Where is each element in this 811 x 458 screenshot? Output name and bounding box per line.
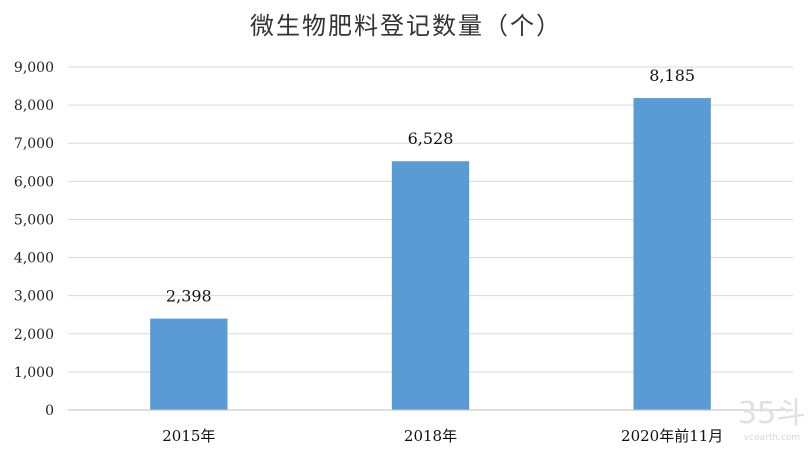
data-labels: 2,398 6,528 8,185 — [166, 66, 695, 306]
y-tick-label: 9,000 — [14, 60, 54, 76]
chart-title: 微生物肥料登记数量（个） — [250, 12, 562, 40]
y-tick-label: 6,000 — [14, 174, 54, 190]
bars — [150, 98, 711, 411]
x-tick-label: 2018年 — [404, 427, 457, 445]
y-tick-label: 7,000 — [14, 136, 54, 152]
bar — [391, 161, 470, 410]
y-tick-label: 0 — [45, 403, 54, 419]
bar — [150, 318, 228, 410]
y-tick-label: 4,000 — [14, 251, 54, 267]
y-tick-label: 1,000 — [14, 365, 54, 381]
watermark: 35斗 vcearth.com — [738, 396, 806, 443]
watermark-site: vcearth.com — [744, 433, 800, 443]
x-axis-ticks: 2015年 2018年 2020年前11月 — [162, 427, 723, 445]
watermark-logo: 35斗 — [738, 396, 806, 431]
x-tick-label: 2015年 — [162, 427, 215, 445]
y-axis-ticks: 0 1,000 2,000 3,000 4,000 5,000 6,000 7,000 8,00… — [14, 60, 54, 419]
data-label: 6,528 — [408, 129, 454, 148]
y-tick-label: 3,000 — [14, 289, 54, 305]
data-label: 2,398 — [166, 287, 212, 306]
bar — [633, 98, 711, 411]
data-label: 8,185 — [649, 66, 695, 85]
y-tick-label: 5,000 — [14, 212, 54, 228]
x-tick-label: 2020年前11月 — [621, 427, 723, 445]
y-tick-label: 2,000 — [14, 327, 54, 343]
y-tick-label: 8,000 — [14, 98, 54, 114]
